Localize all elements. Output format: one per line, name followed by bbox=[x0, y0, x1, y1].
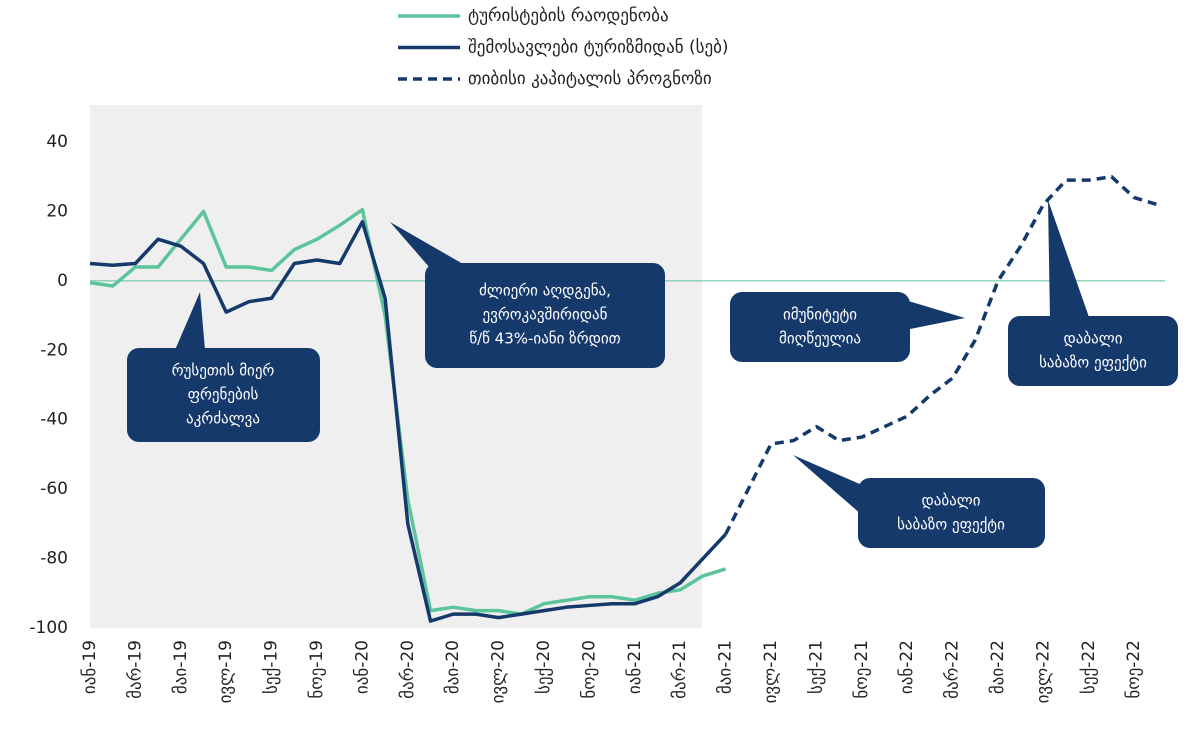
x-tick-label: მარ-21 bbox=[670, 640, 690, 699]
x-tick-label: ივლ-22 bbox=[1033, 640, 1053, 703]
annotation-text: ევროკავშირიდან bbox=[483, 306, 608, 324]
x-tick-label: ნოე-20 bbox=[579, 640, 599, 699]
annotation-text: დაბალი bbox=[1064, 330, 1123, 348]
y-tick-label: -80 bbox=[40, 549, 68, 569]
callout-pointer bbox=[905, 300, 965, 330]
annotation-text: აკრძალვა bbox=[186, 410, 260, 428]
annotation-text: წ/წ 43%-იანი ზრდით bbox=[469, 330, 620, 348]
y-tick-label: -100 bbox=[29, 618, 68, 638]
y-tick-label: 0 bbox=[57, 271, 68, 291]
annotation-text: მიღწეულია bbox=[779, 330, 861, 348]
callout-box bbox=[1008, 316, 1178, 386]
x-tick-label: იან-21 bbox=[625, 640, 645, 694]
annotation-text: დაბალი bbox=[922, 492, 981, 510]
x-tick-label: მაი-20 bbox=[443, 640, 463, 694]
callout-pointer bbox=[390, 222, 470, 268]
legend-label: შემოსავლები ტურიზმიდან (სებ) bbox=[468, 38, 729, 58]
annotations: რუსეთის მიერ ფრენების აკრძალვა ძლიერი აღდგე… bbox=[127, 200, 1178, 548]
x-tick-label: სექ-19 bbox=[262, 640, 282, 694]
x-tick-label: იან-22 bbox=[897, 640, 917, 694]
y-tick-label: 20 bbox=[46, 201, 68, 221]
x-tick-label: მაი-22 bbox=[988, 640, 1008, 694]
annotation-text: საბაზო ეფექტი bbox=[1039, 354, 1147, 372]
x-tick-label: სექ-21 bbox=[806, 640, 826, 694]
x-tick-label: ივლ-21 bbox=[761, 640, 781, 703]
x-tick-label: მარ-22 bbox=[943, 640, 963, 699]
callout-box bbox=[127, 348, 320, 442]
x-tick-label: სექ-22 bbox=[1079, 640, 1099, 694]
y-tick-label: 40 bbox=[46, 132, 68, 152]
x-tick-label: ნოე-19 bbox=[307, 640, 327, 699]
annotation-text: ფრენების bbox=[188, 386, 259, 404]
x-tick-label: მარ-19 bbox=[125, 640, 145, 699]
x-tick-label: ივლ-20 bbox=[489, 640, 509, 703]
callout-box bbox=[425, 263, 665, 368]
legend-label: ტურისტების რაოდენობა bbox=[468, 6, 669, 26]
annotation-text: საბაზო ეფექტი bbox=[897, 516, 1005, 534]
legend-label: თიბისი კაპიტალის პროგნოზი bbox=[468, 69, 712, 89]
x-tick-label: იან-20 bbox=[352, 640, 372, 694]
series-line bbox=[89, 220, 727, 623]
y-tick-label: -40 bbox=[40, 410, 68, 430]
annotation-text: რუსეთის მიერ bbox=[172, 362, 275, 380]
callout-box bbox=[730, 292, 910, 362]
x-tick-label: მაი-21 bbox=[716, 640, 736, 694]
series-line bbox=[724, 174, 1158, 536]
y-tick-label: -20 bbox=[40, 340, 68, 360]
x-tick-label: ივლ-19 bbox=[216, 640, 236, 703]
x-tick-label: იან-19 bbox=[80, 640, 100, 694]
annotation-text: იმუნიტეტი bbox=[783, 306, 857, 324]
callout-box bbox=[858, 478, 1045, 548]
x-tick-label: ნოე-21 bbox=[852, 640, 872, 699]
callout-pointer bbox=[175, 292, 205, 350]
x-tick-label: სექ-20 bbox=[534, 640, 554, 694]
x-tick-label: მაი-19 bbox=[171, 640, 191, 694]
x-tick-label: ნოე-22 bbox=[1124, 640, 1144, 699]
y-tick-label: -60 bbox=[40, 479, 68, 499]
annotation-text: ძლიერი აღდგენა, bbox=[479, 282, 611, 300]
callout-pointer bbox=[1048, 200, 1090, 320]
series-line bbox=[89, 207, 727, 616]
x-tick-label: მარ-20 bbox=[398, 640, 418, 699]
callout-pointer bbox=[793, 455, 862, 515]
